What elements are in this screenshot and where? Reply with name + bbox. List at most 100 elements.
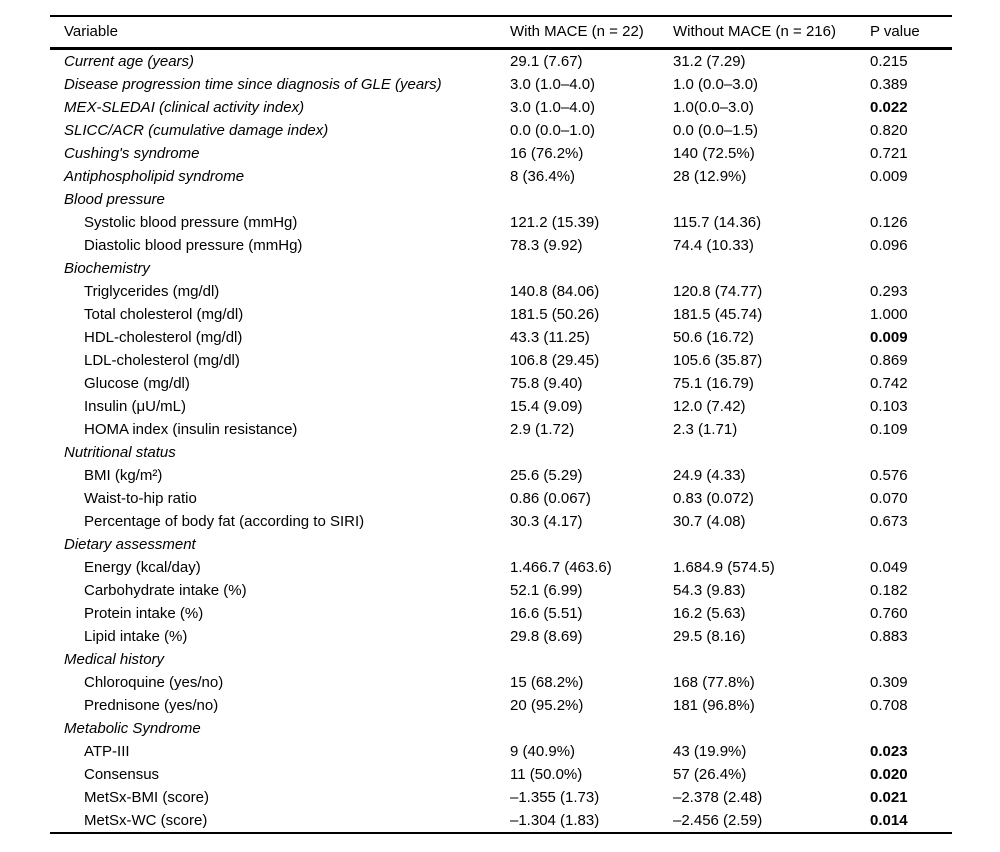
- p-value-cell: 0.126: [870, 214, 908, 231]
- p-value-cell: 0.049: [870, 559, 908, 576]
- without-mace-cell: 30.7 (4.08): [673, 513, 746, 530]
- table-row: Glucose (mg/dl) 75.8 (9.40) 75.1 (16.79) 0.…: [50, 372, 952, 395]
- table-row: Triglycerides (mg/dl) 140.8 (84.06) 120.8 …: [50, 280, 952, 303]
- with-mace-cell: 8 (36.4%): [510, 168, 576, 185]
- table-row: Biochemistry: [50, 257, 952, 280]
- p-value-cell: [870, 717, 952, 740]
- with-mace-cell: 52.1 (6.99): [510, 582, 583, 599]
- without-mace-cell: 54.3 (9.83): [673, 582, 746, 599]
- without-mace-cell: 75.1 (16.79): [673, 375, 754, 392]
- table-row: BMI (kg/m²) 25.6 (5.29) 24.9 (4.33) 0.576: [50, 464, 952, 487]
- without-mace-cell: [673, 257, 870, 280]
- variable-cell: Protein intake (%): [84, 605, 204, 622]
- table-row: Cushing's syndrome 16 (76.2%) 140 (72.5%) 0…: [50, 142, 952, 165]
- with-mace-cell: 78.3 (9.92): [510, 237, 583, 254]
- variable-cell: Triglycerides (mg/dl): [84, 283, 220, 300]
- p-value-cell: [870, 188, 952, 211]
- without-mace-cell: 181 (96.8%): [673, 697, 755, 714]
- table-row: Diastolic blood pressure (mmHg) 78.3 (9.9…: [50, 234, 952, 257]
- table-row: Dietary assessment: [50, 533, 952, 556]
- without-mace-cell: 1.0 (0.0–3.0): [673, 76, 759, 93]
- without-mace-cell: 1.0(0.0–3.0): [673, 99, 754, 116]
- with-mace-cell: [510, 648, 673, 671]
- with-mace-cell: 0.0 (0.0–1.0): [510, 122, 596, 139]
- p-value-cell: 0.103: [870, 398, 908, 415]
- with-mace-cell: 16 (76.2%): [510, 145, 584, 162]
- table-row: Disease progression time since diagnosis…: [50, 73, 952, 96]
- variable-cell: Disease progression time since diagnosis…: [64, 76, 442, 93]
- p-value-cell: 0.096: [870, 237, 908, 254]
- without-mace-cell: 1.684.9 (574.5): [673, 559, 775, 576]
- table-row: Insulin (μU/mL) 15.4 (9.09) 12.0 (7.42) 0.1…: [50, 395, 952, 418]
- table-row: MEX-SLEDAI (clinical activity index) 3.0 …: [50, 96, 952, 119]
- without-mace-cell: 31.2 (7.29): [673, 53, 746, 70]
- with-mace-cell: 25.6 (5.29): [510, 467, 583, 484]
- variable-cell: Nutritional status: [64, 444, 176, 461]
- with-mace-cell: 20 (95.2%): [510, 697, 584, 714]
- without-mace-cell: 12.0 (7.42): [673, 398, 746, 415]
- variable-cell: Carbohydrate intake (%): [84, 582, 247, 599]
- variable-cell: Antiphospholipid syndrome: [64, 168, 245, 185]
- with-mace-cell: 121.2 (15.39): [510, 214, 600, 231]
- with-mace-cell: 15.4 (9.09): [510, 398, 583, 415]
- p-value-cell: [870, 257, 952, 280]
- without-mace-cell: 2.3 (1.71): [673, 421, 738, 438]
- with-mace-cell: [510, 441, 673, 464]
- without-mace-cell: 105.6 (35.87): [673, 352, 763, 369]
- with-mace-cell: [510, 188, 673, 211]
- p-value-cell: [870, 441, 952, 464]
- with-mace-cell: 3.0 (1.0–4.0): [510, 76, 596, 93]
- p-value-cell: 0.389: [870, 76, 908, 93]
- with-mace-cell: 11 (50.0%): [510, 766, 583, 783]
- header-p-value: P value: [870, 23, 920, 40]
- p-value-cell: 0.708: [870, 697, 908, 714]
- variable-cell: Current age (years): [64, 53, 195, 70]
- variable-cell: Insulin (μU/mL): [84, 398, 186, 415]
- without-mace-cell: 29.5 (8.16): [673, 628, 746, 645]
- without-mace-cell: –2.456 (2.59): [673, 812, 763, 829]
- with-mace-cell: 29.1 (7.67): [510, 53, 583, 70]
- with-mace-cell: 15 (68.2%): [510, 674, 584, 691]
- variable-cell: MetSx-BMI (score): [84, 789, 210, 806]
- p-value-cell: 0.576: [870, 467, 908, 484]
- with-mace-cell: 43.3 (11.25): [510, 329, 590, 346]
- table-row: ATP-III 9 (40.9%) 43 (19.9%) 0.023: [50, 740, 952, 763]
- variable-cell: MEX-SLEDAI (clinical activity index): [64, 99, 305, 116]
- with-mace-cell: 29.8 (8.69): [510, 628, 583, 645]
- variable-cell: Cushing's syndrome: [64, 145, 200, 162]
- table-row: SLICC/ACR (cumulative damage index) 0.0 (…: [50, 119, 952, 142]
- p-value-cell: 0.883: [870, 628, 908, 645]
- without-mace-cell: [673, 441, 870, 464]
- with-mace-cell: 3.0 (1.0–4.0): [510, 99, 596, 116]
- without-mace-cell: [673, 188, 870, 211]
- variable-cell: Biochemistry: [64, 260, 150, 277]
- table-row: HDL-cholesterol (mg/dl) 43.3 (11.25) 50.6 …: [50, 326, 952, 349]
- table-row: Blood pressure: [50, 188, 952, 211]
- without-mace-cell: 140 (72.5%): [673, 145, 755, 162]
- variable-cell: Consensus: [84, 766, 160, 783]
- table-row: Prednisone (yes/no) 20 (95.2%) 181 (96.8%)…: [50, 694, 952, 717]
- table-row: Medical history: [50, 648, 952, 671]
- without-mace-cell: 50.6 (16.72): [673, 329, 754, 346]
- p-value-cell: 1.000: [870, 306, 908, 323]
- table-row: Protein intake (%) 16.6 (5.51) 16.2 (5.63)…: [50, 602, 952, 625]
- with-mace-cell: 1.466.7 (463.6): [510, 559, 612, 576]
- with-mace-cell: 106.8 (29.45): [510, 352, 600, 369]
- p-value-cell: [870, 648, 952, 671]
- variable-cell: Energy (kcal/day): [84, 559, 201, 576]
- variable-cell: HOMA index (insulin resistance): [84, 421, 298, 438]
- table-row: Current age (years) 29.1 (7.67) 31.2 (7.29…: [50, 50, 952, 73]
- table-row: Percentage of body fat (according to SIR…: [50, 510, 952, 533]
- p-value-cell: 0.673: [870, 513, 908, 530]
- without-mace-cell: 181.5 (45.74): [673, 306, 763, 323]
- with-mace-cell: 140.8 (84.06): [510, 283, 600, 300]
- variable-cell: SLICC/ACR (cumulative damage index): [64, 122, 329, 139]
- with-mace-cell: 30.3 (4.17): [510, 513, 583, 530]
- without-mace-cell: 74.4 (10.33): [673, 237, 754, 254]
- with-mace-cell: –1.304 (1.83): [510, 812, 600, 829]
- without-mace-cell: 24.9 (4.33): [673, 467, 746, 484]
- table-row: LDL-cholesterol (mg/dl) 106.8 (29.45) 105.…: [50, 349, 952, 372]
- with-mace-cell: [510, 533, 673, 556]
- table-header-row: Variable With MACE (n = 22) Without MACE…: [50, 17, 952, 50]
- p-value-cell: 0.721: [870, 145, 908, 162]
